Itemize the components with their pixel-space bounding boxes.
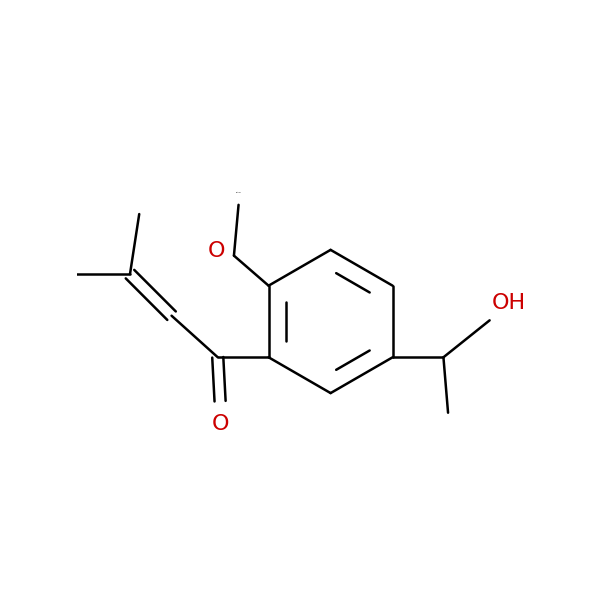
Text: O: O <box>211 414 229 434</box>
Text: OH: OH <box>492 293 526 313</box>
Text: Methoxy: Methoxy <box>236 192 242 193</box>
Text: O: O <box>208 241 226 261</box>
